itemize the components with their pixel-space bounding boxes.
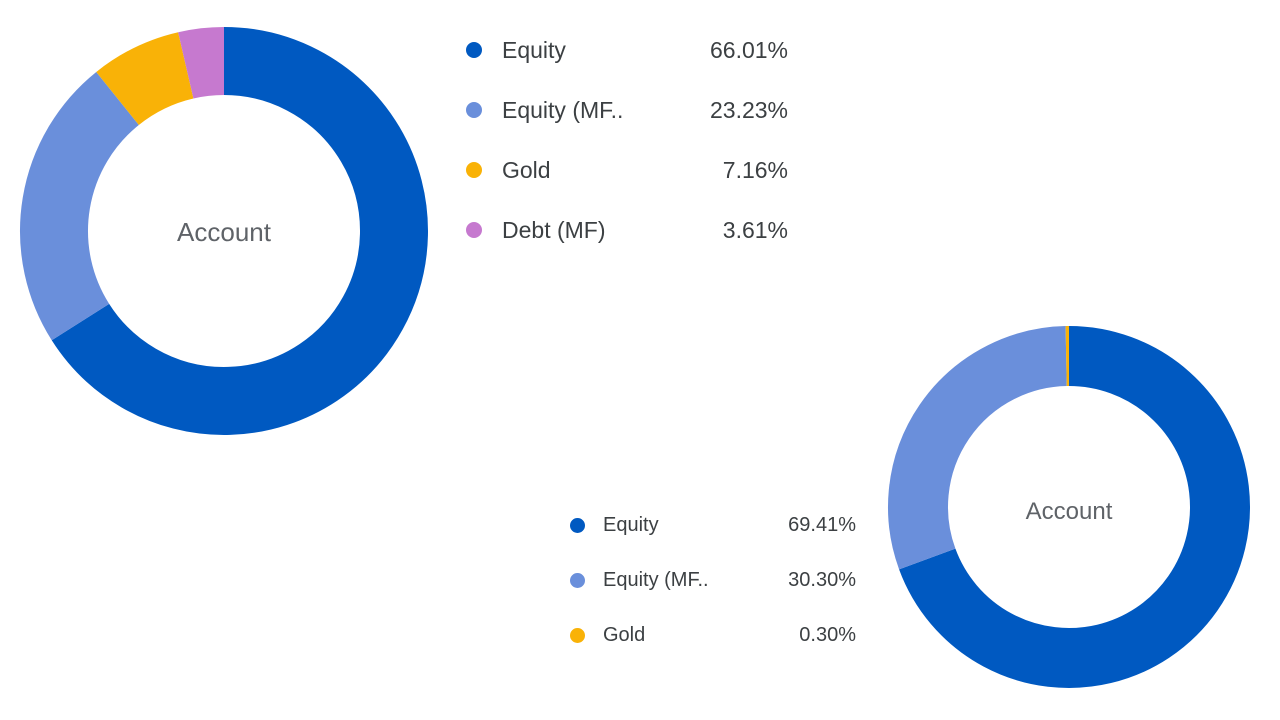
donut-slice-equity bbox=[899, 326, 1250, 688]
legend-item-equity-mf: Equity (MF.. 30.30% bbox=[570, 560, 856, 600]
legend-label: Equity bbox=[603, 513, 659, 536]
donut-slice-equity-mf bbox=[888, 326, 1068, 570]
donut-slice-gold bbox=[96, 32, 195, 126]
donut-slice-equity bbox=[51, 27, 428, 435]
legend-item-gold: Gold 0.30% bbox=[570, 615, 856, 655]
donut-slice-equity-mf bbox=[20, 71, 140, 341]
legend-swatch bbox=[570, 627, 585, 643]
legend-value: 3.61% bbox=[722, 216, 788, 243]
legend-label: Equity (MF.. bbox=[502, 96, 624, 123]
legend-value: 23.23% bbox=[709, 96, 788, 123]
legend-1: Equity 66.01% Equity (MF.. 23.23% Gold 7.16% D… bbox=[466, 30, 788, 250]
legend-item-equity-mf: Equity (MF.. 23.23% bbox=[466, 90, 788, 130]
legend-item-debt-mf: Debt (MF) 3.61% bbox=[466, 210, 788, 250]
legend-label: Debt (MF) bbox=[502, 216, 606, 243]
legend-swatch bbox=[466, 42, 482, 58]
donut-chart-1: Account bbox=[20, 27, 428, 435]
donut-chart-2: Account bbox=[888, 326, 1250, 688]
donut-center-label: Account bbox=[1026, 498, 1113, 525]
legend-swatch bbox=[466, 222, 482, 238]
legend-2: Equity 69.41% Equity (MF.. 30.30% Gold 0.30% bbox=[570, 505, 856, 655]
legend-label: Gold bbox=[502, 156, 551, 183]
donut-center-label: Account bbox=[177, 217, 272, 247]
legend-value: 7.16% bbox=[722, 156, 788, 183]
legend-label: Gold bbox=[603, 623, 646, 646]
legend-item-gold: Gold 7.16% bbox=[466, 150, 788, 190]
legend-swatch bbox=[570, 517, 585, 533]
legend-swatch bbox=[466, 102, 482, 118]
legend-swatch bbox=[570, 572, 585, 588]
legend-swatch bbox=[466, 162, 482, 178]
legend-item-equity: Equity 66.01% bbox=[466, 30, 788, 70]
legend-value: 0.30% bbox=[799, 623, 856, 646]
legend-item-equity: Equity 69.41% bbox=[570, 505, 856, 545]
legend-value: 69.41% bbox=[788, 513, 856, 536]
donut-slice-debt-mf bbox=[178, 27, 225, 99]
legend-value: 66.01% bbox=[709, 36, 788, 63]
legend-value: 30.30% bbox=[788, 568, 856, 591]
legend-label: Equity (MF.. bbox=[603, 568, 709, 591]
legend-label: Equity bbox=[502, 36, 566, 63]
